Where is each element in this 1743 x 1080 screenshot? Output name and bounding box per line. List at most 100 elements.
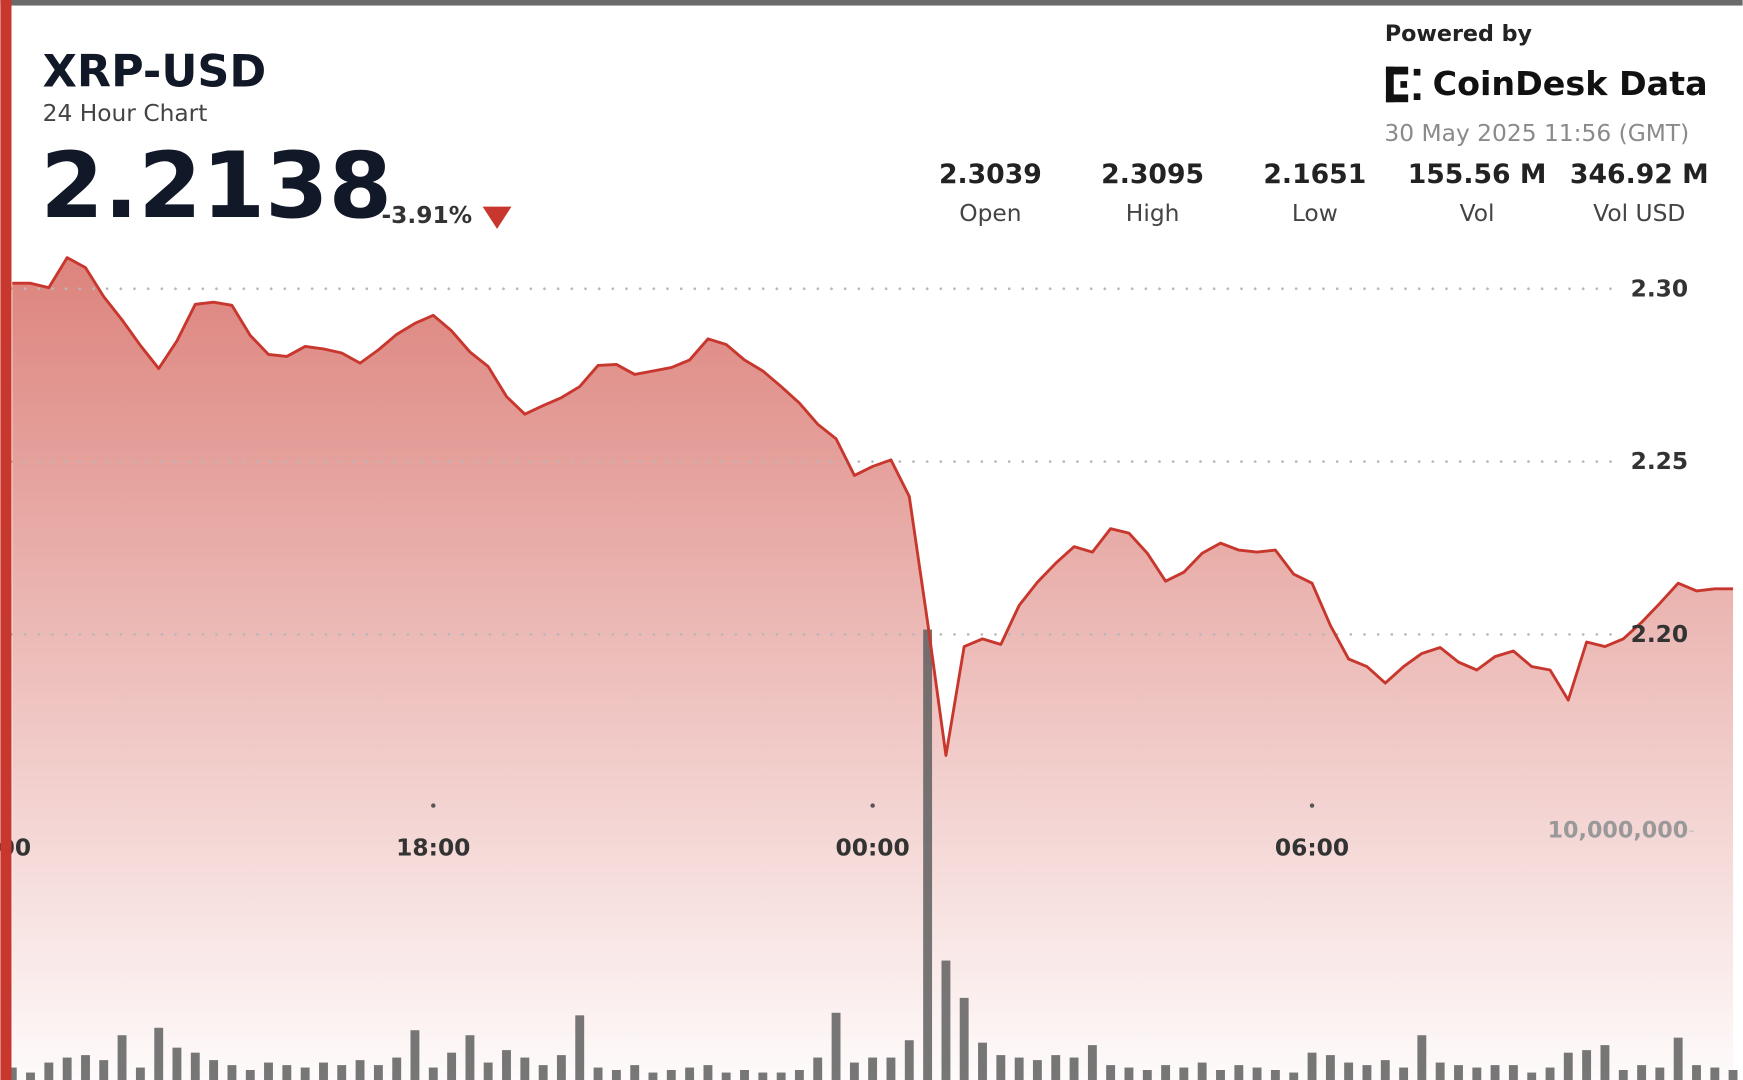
grid-layer bbox=[10, 287, 1694, 832]
plot: 2.202.252.3010,000,00012:0018:0000:0006:… bbox=[0, 256, 1738, 1080]
volume-bar bbox=[630, 1065, 640, 1080]
volume-bar bbox=[1692, 1065, 1701, 1080]
volume-bar bbox=[1142, 1070, 1152, 1080]
volume-bar bbox=[282, 1065, 292, 1080]
area-layer bbox=[12, 257, 1734, 1080]
volume-bar bbox=[740, 1070, 749, 1080]
volume-bar bbox=[428, 1067, 438, 1080]
volume-bar bbox=[1252, 1067, 1262, 1080]
volume-bar bbox=[1637, 1065, 1647, 1080]
y-tick-label: 2.25 bbox=[1631, 447, 1689, 475]
volume-bar bbox=[172, 1047, 182, 1080]
volume-bar bbox=[1289, 1072, 1299, 1080]
volume-bar bbox=[996, 1055, 1006, 1080]
volume-bar bbox=[1380, 1060, 1390, 1080]
volume-bar bbox=[227, 1065, 237, 1080]
volume-bar bbox=[758, 1072, 768, 1080]
volume-bar bbox=[1545, 1067, 1555, 1080]
volume-bar bbox=[648, 1072, 658, 1080]
x-tick bbox=[870, 803, 875, 808]
volume-bar bbox=[1161, 1065, 1171, 1080]
volume-bar bbox=[1014, 1057, 1024, 1080]
stat-value: 155.56 M bbox=[1408, 159, 1547, 190]
x-tick-label: 06:00 bbox=[1275, 833, 1349, 861]
volume-bar bbox=[1454, 1065, 1463, 1080]
stat-label: Low bbox=[1292, 199, 1338, 227]
volume-bar bbox=[264, 1062, 273, 1080]
volume-bar bbox=[556, 1055, 566, 1080]
volume-bar bbox=[117, 1035, 127, 1080]
x-tick bbox=[1309, 803, 1315, 808]
volume-bar bbox=[1270, 1070, 1280, 1080]
volume-bar bbox=[209, 1060, 219, 1080]
stat-label: Vol USD bbox=[1593, 199, 1685, 227]
x-tick-label: 18:00 bbox=[396, 833, 470, 861]
volume-bar bbox=[62, 1057, 72, 1080]
volume-bar bbox=[611, 1070, 621, 1080]
symbol: XRP-USD bbox=[43, 46, 267, 97]
volume-bar bbox=[978, 1042, 987, 1080]
volume-bar bbox=[319, 1062, 328, 1080]
volume-bar bbox=[447, 1052, 457, 1080]
stat-label: Open bbox=[959, 199, 1021, 227]
stat-value: 2.1651 bbox=[1263, 159, 1366, 190]
volume-bar bbox=[1399, 1067, 1409, 1080]
timestamp: 30 May 2025 11:56 (GMT) bbox=[1384, 119, 1689, 147]
volume-bar bbox=[666, 1070, 676, 1080]
volume-bar bbox=[520, 1057, 530, 1080]
volume-bar bbox=[465, 1035, 475, 1080]
volume-bar bbox=[1728, 1070, 1738, 1080]
volume-bar bbox=[1582, 1050, 1592, 1080]
stat-value: 2.3095 bbox=[1101, 159, 1204, 190]
volume-bar bbox=[886, 1057, 896, 1080]
line-layer bbox=[12, 256, 1734, 757]
volume-bar bbox=[44, 1062, 54, 1080]
volume-bar bbox=[593, 1067, 603, 1080]
volume-bar bbox=[1600, 1045, 1610, 1080]
volume-bar bbox=[1710, 1067, 1720, 1080]
volume-bar bbox=[355, 1060, 365, 1080]
volume-bar bbox=[1673, 1037, 1683, 1080]
volume-bar bbox=[1618, 1070, 1628, 1080]
last-price: 2.2138 bbox=[40, 133, 392, 239]
volume-bar bbox=[575, 1015, 585, 1080]
y2-tick-label: 10,000,000 bbox=[1548, 818, 1689, 844]
volume-bar bbox=[1655, 1067, 1665, 1080]
volume-bar bbox=[776, 1072, 786, 1080]
x-tick-label: 00:00 bbox=[836, 833, 910, 861]
y-tick-label: 2.30 bbox=[1631, 274, 1689, 302]
volume-bar bbox=[794, 1070, 804, 1080]
volume-bar bbox=[1106, 1065, 1116, 1080]
volume-bar bbox=[1527, 1072, 1537, 1080]
change: -3.91% bbox=[382, 201, 473, 229]
left-accent bbox=[0, 0, 12, 1080]
volume-bar bbox=[154, 1027, 164, 1080]
volume-bar bbox=[1051, 1055, 1061, 1080]
stat-label: Vol bbox=[1460, 199, 1495, 227]
volume-bar bbox=[1069, 1057, 1079, 1080]
volume-bar bbox=[538, 1065, 548, 1080]
volume-bar bbox=[392, 1057, 402, 1080]
subtitle: 24 Hour Chart bbox=[43, 99, 208, 127]
y-tick-label: 2.20 bbox=[1631, 620, 1689, 648]
volume-bar bbox=[1087, 1045, 1097, 1080]
volume-bar bbox=[7, 1067, 17, 1080]
down-arrow bbox=[482, 206, 512, 229]
volume-bar bbox=[1417, 1035, 1427, 1080]
stat-value: 346.92 M bbox=[1570, 159, 1709, 190]
volume-bar bbox=[373, 1065, 383, 1080]
volume-bar bbox=[1307, 1052, 1317, 1080]
volume-bar bbox=[849, 1062, 859, 1080]
volume-bar bbox=[1508, 1065, 1518, 1080]
volume-bar bbox=[904, 1040, 914, 1080]
volume-bar bbox=[337, 1065, 347, 1080]
x-tick bbox=[431, 803, 436, 808]
brand-logo bbox=[1385, 66, 1421, 103]
stat-label: High bbox=[1126, 199, 1180, 227]
volume-bar bbox=[99, 1060, 109, 1080]
bars-layer bbox=[7, 629, 1738, 1080]
volume-bar bbox=[1197, 1062, 1207, 1080]
volume-bar bbox=[1472, 1067, 1482, 1080]
volume-bar bbox=[135, 1067, 145, 1080]
